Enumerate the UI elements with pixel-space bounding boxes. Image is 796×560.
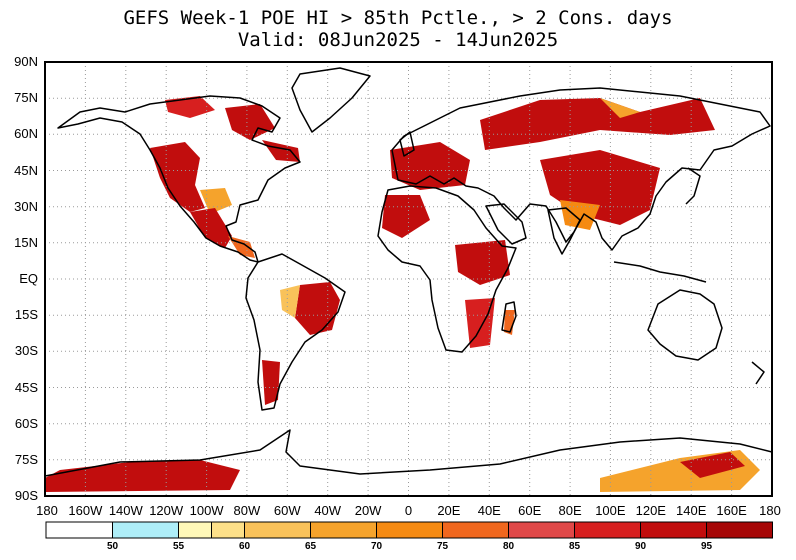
coast-north-america xyxy=(57,95,301,263)
map-title-line1: GEFS Week-1 POE HI > 85th Pctle., > 2 Co… xyxy=(123,7,673,29)
shade-patagonia xyxy=(262,360,280,405)
coast-eurasia xyxy=(391,87,771,251)
coast-arabia xyxy=(485,203,527,245)
coast-antarctica xyxy=(44,429,773,477)
colorbar-labels: 50 55 60 65 70 75 80 85 90 95 xyxy=(107,541,713,552)
lon-label-5: 80W xyxy=(234,503,261,518)
lon-label-18: 180 xyxy=(759,503,781,518)
coast-new-zealand xyxy=(751,361,765,385)
colorbar-swatch-11 xyxy=(706,521,773,539)
lat-label-9: 45S xyxy=(15,380,38,395)
lon-label-6: 60W xyxy=(274,503,301,518)
shade-west-antarctica xyxy=(45,460,240,492)
colorbar-label-8: 90 xyxy=(635,541,647,552)
lon-label-12: 60E xyxy=(518,503,541,518)
lat-label-8: 30S xyxy=(15,343,38,358)
colorbar-swatch-5 xyxy=(310,521,377,539)
map-frame xyxy=(44,61,773,497)
colorbar-swatch-4 xyxy=(244,521,311,539)
shade-madagascar xyxy=(504,310,515,335)
colorbar-swatch-3 xyxy=(211,521,245,539)
map-grid xyxy=(45,62,772,496)
coast-india xyxy=(547,207,581,255)
colorbar-label-0: 50 xyxy=(107,541,119,552)
colorbar-label-7: 85 xyxy=(569,541,581,552)
shade-hudson-bay xyxy=(225,104,275,140)
colorbar-swatch-6 xyxy=(376,521,443,539)
coast-madagascar xyxy=(501,301,517,333)
shade-northeast-canada xyxy=(262,140,300,162)
coast-australia xyxy=(647,289,723,361)
lat-label-11: 75S xyxy=(15,452,38,467)
colorbar-swatches xyxy=(45,521,773,539)
lon-label-15: 120E xyxy=(636,503,667,518)
colorbar-label-6: 80 xyxy=(503,541,515,552)
lon-label-2: 140W xyxy=(109,503,144,518)
lat-label-12: 90S xyxy=(15,488,38,503)
shading-layer xyxy=(45,96,760,492)
lon-label-8: 20W xyxy=(355,503,382,518)
shade-west-north-america-2 xyxy=(200,188,232,214)
lon-label-13: 80E xyxy=(559,503,582,518)
lat-label-3: 45N xyxy=(14,163,38,178)
coast-south-america xyxy=(245,253,346,411)
lat-label-10: 60S xyxy=(15,416,38,431)
lat-label-7: 15S xyxy=(15,307,38,322)
shade-siberia xyxy=(480,98,715,150)
coast-japan xyxy=(685,167,701,205)
lat-label-1: 75N xyxy=(14,90,38,105)
lon-label-0: 180 xyxy=(36,503,58,518)
map-title-line2: Valid: 08Jun2025 - 14Jun2025 xyxy=(237,29,559,51)
colorbar-swatch-2 xyxy=(178,521,212,539)
latitude-labels: 90N 75N 60N 45N 30N 15N EQ 15S 30S 45S 6… xyxy=(14,54,38,503)
colorbar-label-5: 75 xyxy=(437,541,449,552)
shade-mexico xyxy=(190,208,232,248)
lon-label-4: 100W xyxy=(190,503,225,518)
shade-east-antarctica-core xyxy=(680,452,745,478)
coast-africa xyxy=(377,185,517,353)
lat-label-4: 30N xyxy=(14,199,38,214)
colorbar-label-9: 95 xyxy=(701,541,713,552)
shade-northwest-africa xyxy=(382,195,430,238)
shade-brazil-edge xyxy=(280,285,300,318)
colorbar: 50 55 60 65 70 75 80 85 90 95 xyxy=(45,521,773,552)
lat-label-2: 60N xyxy=(14,126,38,141)
coastlines xyxy=(44,67,773,477)
lon-label-11: 40E xyxy=(478,503,501,518)
longitude-labels: 180 160W 140W 120W 100W 80W 60W 40W 20W … xyxy=(36,503,781,518)
lon-label-9: 0 xyxy=(405,503,412,518)
colorbar-swatch-8 xyxy=(508,521,575,539)
coast-indonesia xyxy=(613,261,707,283)
colorbar-label-3: 65 xyxy=(305,541,317,552)
shade-east-africa xyxy=(455,240,510,285)
colorbar-swatch-1 xyxy=(112,521,179,539)
lat-label-5: 15N xyxy=(14,235,38,250)
coast-uk xyxy=(399,131,415,157)
colorbar-label-2: 60 xyxy=(239,541,251,552)
lon-label-10: 20E xyxy=(437,503,460,518)
lon-label-16: 140E xyxy=(676,503,707,518)
colorbar-swatch-7 xyxy=(442,521,509,539)
shade-canada-north xyxy=(165,96,215,118)
lon-label-14: 100E xyxy=(595,503,626,518)
lon-label-3: 120W xyxy=(149,503,184,518)
shade-southeast-africa xyxy=(465,298,495,348)
shade-west-europe xyxy=(390,142,470,190)
colorbar-swatch-0 xyxy=(45,521,113,539)
shade-west-north-america xyxy=(150,142,205,212)
colorbar-swatch-10 xyxy=(640,521,707,539)
colorbar-label-1: 55 xyxy=(173,541,185,552)
lat-label-6: EQ xyxy=(19,271,38,286)
lon-label-17: 160E xyxy=(716,503,747,518)
colorbar-label-4: 70 xyxy=(371,541,383,552)
lon-label-7: 40W xyxy=(314,503,341,518)
colorbar-swatch-9 xyxy=(574,521,641,539)
coast-greenland xyxy=(291,67,371,133)
lon-label-1: 160W xyxy=(68,503,103,518)
lat-label-0: 90N xyxy=(14,54,38,69)
